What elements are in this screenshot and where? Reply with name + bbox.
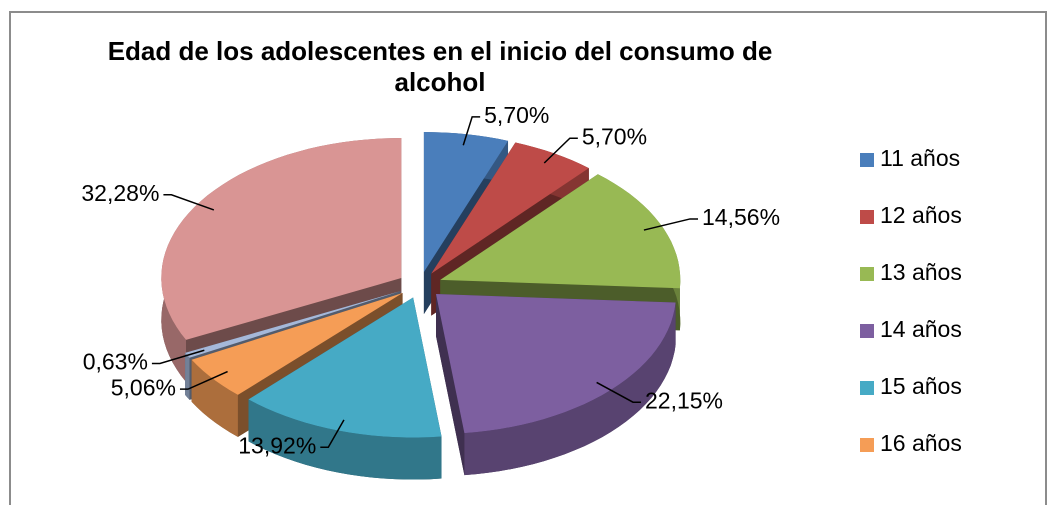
slice-side [248, 399, 442, 480]
legend-swatch [860, 267, 874, 281]
legend-swatch [860, 381, 874, 395]
legend-label: 14 años [880, 316, 962, 342]
slice-top [191, 293, 403, 395]
data-label: 13,92% [238, 432, 316, 458]
chart-title: Edad de los adolescentes en el inicio de… [107, 36, 773, 97]
leader-line [320, 419, 345, 448]
legend-swatch [860, 153, 874, 167]
leader-line [163, 194, 215, 211]
leader-line [462, 116, 481, 146]
legend-label: 12 años [880, 202, 962, 228]
slice-top [161, 138, 402, 340]
data-label: 14,56% [702, 204, 780, 230]
slice-top [423, 132, 508, 273]
leader-line [151, 349, 205, 365]
data-label: 0,63% [83, 349, 148, 375]
data-label: 5,06% [111, 374, 176, 400]
legend-label: 13 años [880, 259, 962, 285]
slice-top [248, 297, 442, 438]
data-label: 5,70% [582, 123, 647, 149]
slice-side [464, 302, 676, 476]
data-label: 5,70% [484, 102, 549, 128]
legend-label: 16 años [880, 430, 962, 456]
leader-line [643, 218, 699, 231]
legend-swatch [860, 210, 874, 224]
leader-line [179, 370, 228, 390]
legend-swatch [860, 438, 874, 452]
slice-top [185, 291, 401, 358]
legend-label: 15 años [880, 373, 962, 399]
legend-swatch [860, 324, 874, 338]
data-label: 22,15% [645, 387, 723, 413]
slice [436, 294, 676, 476]
slice-side [191, 359, 238, 437]
slice-top [431, 142, 589, 274]
data-label: 32,28% [81, 180, 159, 206]
slice [248, 297, 442, 480]
leader-line [543, 137, 578, 164]
slice-side [185, 352, 190, 400]
leader-line [596, 381, 642, 403]
slice-wall [436, 294, 465, 476]
slice-top [436, 294, 676, 434]
slice-top [440, 174, 681, 289]
legend-label: 11 años [880, 145, 960, 171]
chart-frame [9, 11, 1047, 505]
